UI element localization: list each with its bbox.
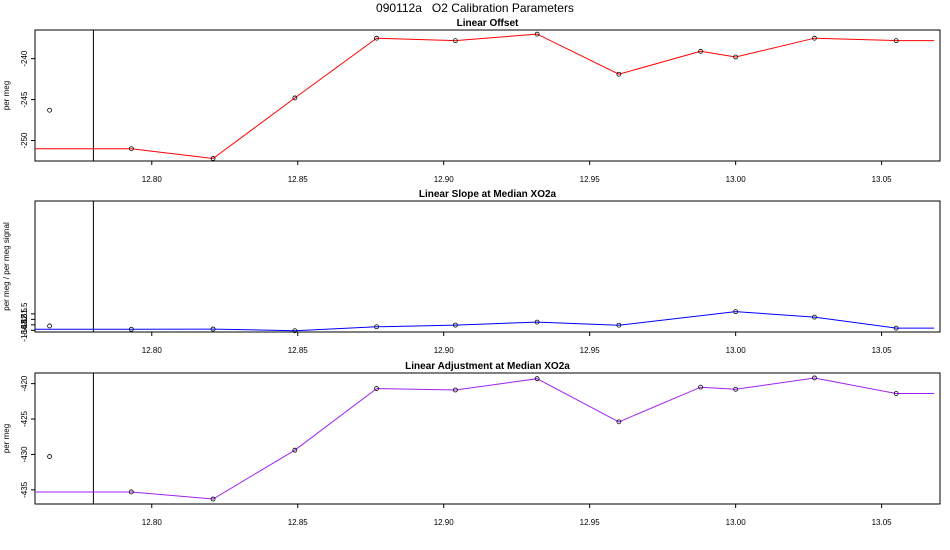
x-tick-label: 12.80: [142, 175, 163, 184]
plot-frame: [34, 200, 941, 333]
data-point: [733, 309, 739, 315]
data-point: [534, 31, 540, 37]
chart-panel-2: Linear Slope at Median XO2a per meg / per…: [2, 189, 941, 355]
x-tick-label: 12.95: [580, 518, 601, 527]
data-point: [733, 54, 739, 60]
x-tick-label: 12.80: [142, 518, 163, 527]
data-point: [128, 146, 134, 152]
data-point: [452, 387, 458, 393]
x-tick-label: 12.90: [434, 518, 455, 527]
plot-frame: [34, 372, 941, 505]
data-point: [616, 419, 622, 425]
data-point: [616, 71, 622, 77]
y-axis-label: per meg: [2, 81, 11, 110]
chart-title: Linear Adjustment at Median XO2a: [405, 361, 570, 372]
data-point: [812, 314, 817, 320]
data-point: [893, 325, 899, 331]
data-point: [616, 322, 622, 328]
series-line: [35, 311, 935, 332]
x-tick-label: 13.00: [726, 518, 747, 527]
y-tick-label: -182.5: [20, 307, 29, 330]
data-point: [698, 48, 704, 54]
data-point: [374, 386, 379, 391]
x-tick-label: 12.85: [288, 346, 309, 355]
y-tick-label: -183.5: [20, 313, 29, 336]
page-title: 090112a O2 Calibration Parameters: [376, 1, 574, 15]
y-tick-label: -435: [20, 481, 29, 498]
data-point: [128, 489, 134, 495]
x-tick-label: 12.90: [434, 175, 455, 184]
x-tick-label: 12.85: [288, 175, 309, 184]
data-point: [698, 384, 704, 390]
data-point: [893, 391, 899, 396]
data-point: [733, 386, 739, 392]
data-point: [452, 322, 458, 328]
x-tick-label: 13.05: [872, 346, 893, 355]
y-tick-label: -430: [20, 446, 29, 463]
data-point: [292, 447, 298, 453]
outlier-point: [47, 454, 52, 459]
chart-panel-3: Linear Adjustment at Median XO2a per meg 1…: [2, 361, 941, 527]
data-point: [534, 376, 540, 382]
data-point: [452, 38, 458, 44]
data-point: [374, 35, 379, 41]
y-tick-label: -240: [20, 50, 29, 67]
x-tick-label: 13.00: [726, 175, 747, 184]
x-tick-label: 12.95: [580, 175, 601, 184]
outlier-point: [47, 323, 52, 329]
data-point: [292, 328, 298, 334]
x-tick-label: 12.90: [434, 346, 455, 355]
series-line: [35, 377, 935, 500]
y-tick-label: -250: [20, 132, 29, 149]
y-axis-label: per meg: [2, 424, 11, 453]
data-point: [374, 324, 379, 330]
data-point: [292, 95, 298, 101]
outlier-point: [47, 107, 52, 113]
chart-title: Linear Offset: [457, 18, 519, 29]
x-tick-label: 12.80: [142, 346, 163, 355]
y-tick-label: -425: [20, 410, 29, 427]
data-point: [812, 35, 817, 41]
y-tick-label: -245: [20, 91, 29, 108]
x-tick-label: 13.05: [872, 518, 893, 527]
x-tick-label: 13.00: [726, 346, 747, 355]
chart-panel-1: Linear Offset per meg 12.80 12.85 12.90 12.95…: [2, 18, 941, 184]
data-point: [812, 375, 817, 381]
data-point: [893, 38, 899, 44]
data-point: [210, 496, 216, 502]
data-point: [534, 319, 540, 325]
data-point: [210, 326, 216, 332]
plot-frame: [34, 29, 941, 162]
x-tick-label: 12.95: [580, 346, 601, 355]
y-tick-label: -181.5: [20, 302, 29, 325]
x-tick-label: 12.85: [288, 518, 309, 527]
chart-title: Linear Slope at Median XO2a: [419, 189, 557, 200]
data-point: [128, 326, 134, 332]
y-tick-label: -420: [20, 375, 29, 392]
x-tick-label: 13.05: [872, 175, 893, 184]
y-axis-label: per meg / per meg signal: [2, 222, 11, 311]
data-point: [210, 156, 216, 161]
series-line: [35, 33, 935, 160]
y-tick-label: -184.5: [20, 318, 29, 341]
